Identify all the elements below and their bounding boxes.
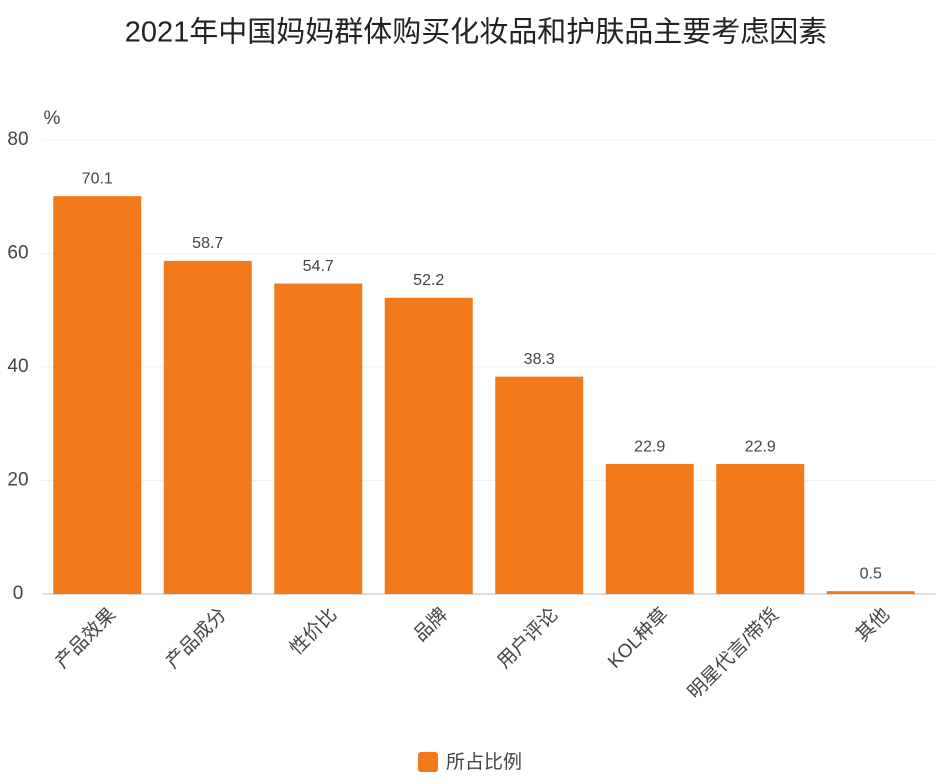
bar [53, 196, 142, 594]
data-label: 22.9 [745, 438, 776, 455]
y-tick-label: 40 [7, 356, 28, 377]
y-tick-label: 20 [7, 470, 28, 491]
bar [274, 283, 363, 594]
data-label: 52.2 [413, 272, 444, 289]
data-label: 38.3 [524, 351, 555, 368]
y-tick-label: 60 [7, 243, 28, 264]
legend-swatch [418, 752, 438, 772]
bar [495, 376, 584, 594]
data-label: 70.1 [82, 170, 113, 187]
bar [384, 297, 473, 594]
data-label: 58.7 [192, 235, 223, 252]
data-label: 54.7 [303, 258, 334, 275]
y-tick-label: 80 [7, 129, 28, 150]
y-tick-label: 0 [13, 583, 24, 604]
bar [716, 464, 805, 594]
y-axis-label: % [44, 108, 61, 129]
legend-label: 所占比例 [446, 751, 522, 773]
bar [826, 591, 915, 594]
data-label: 22.9 [634, 438, 665, 455]
bar [605, 464, 694, 594]
chart-title: 2021年中国妈妈群体购买化妆品和护肤品主要考虑因素 [125, 16, 828, 49]
bar [163, 260, 252, 594]
data-label: 0.5 [860, 565, 882, 582]
